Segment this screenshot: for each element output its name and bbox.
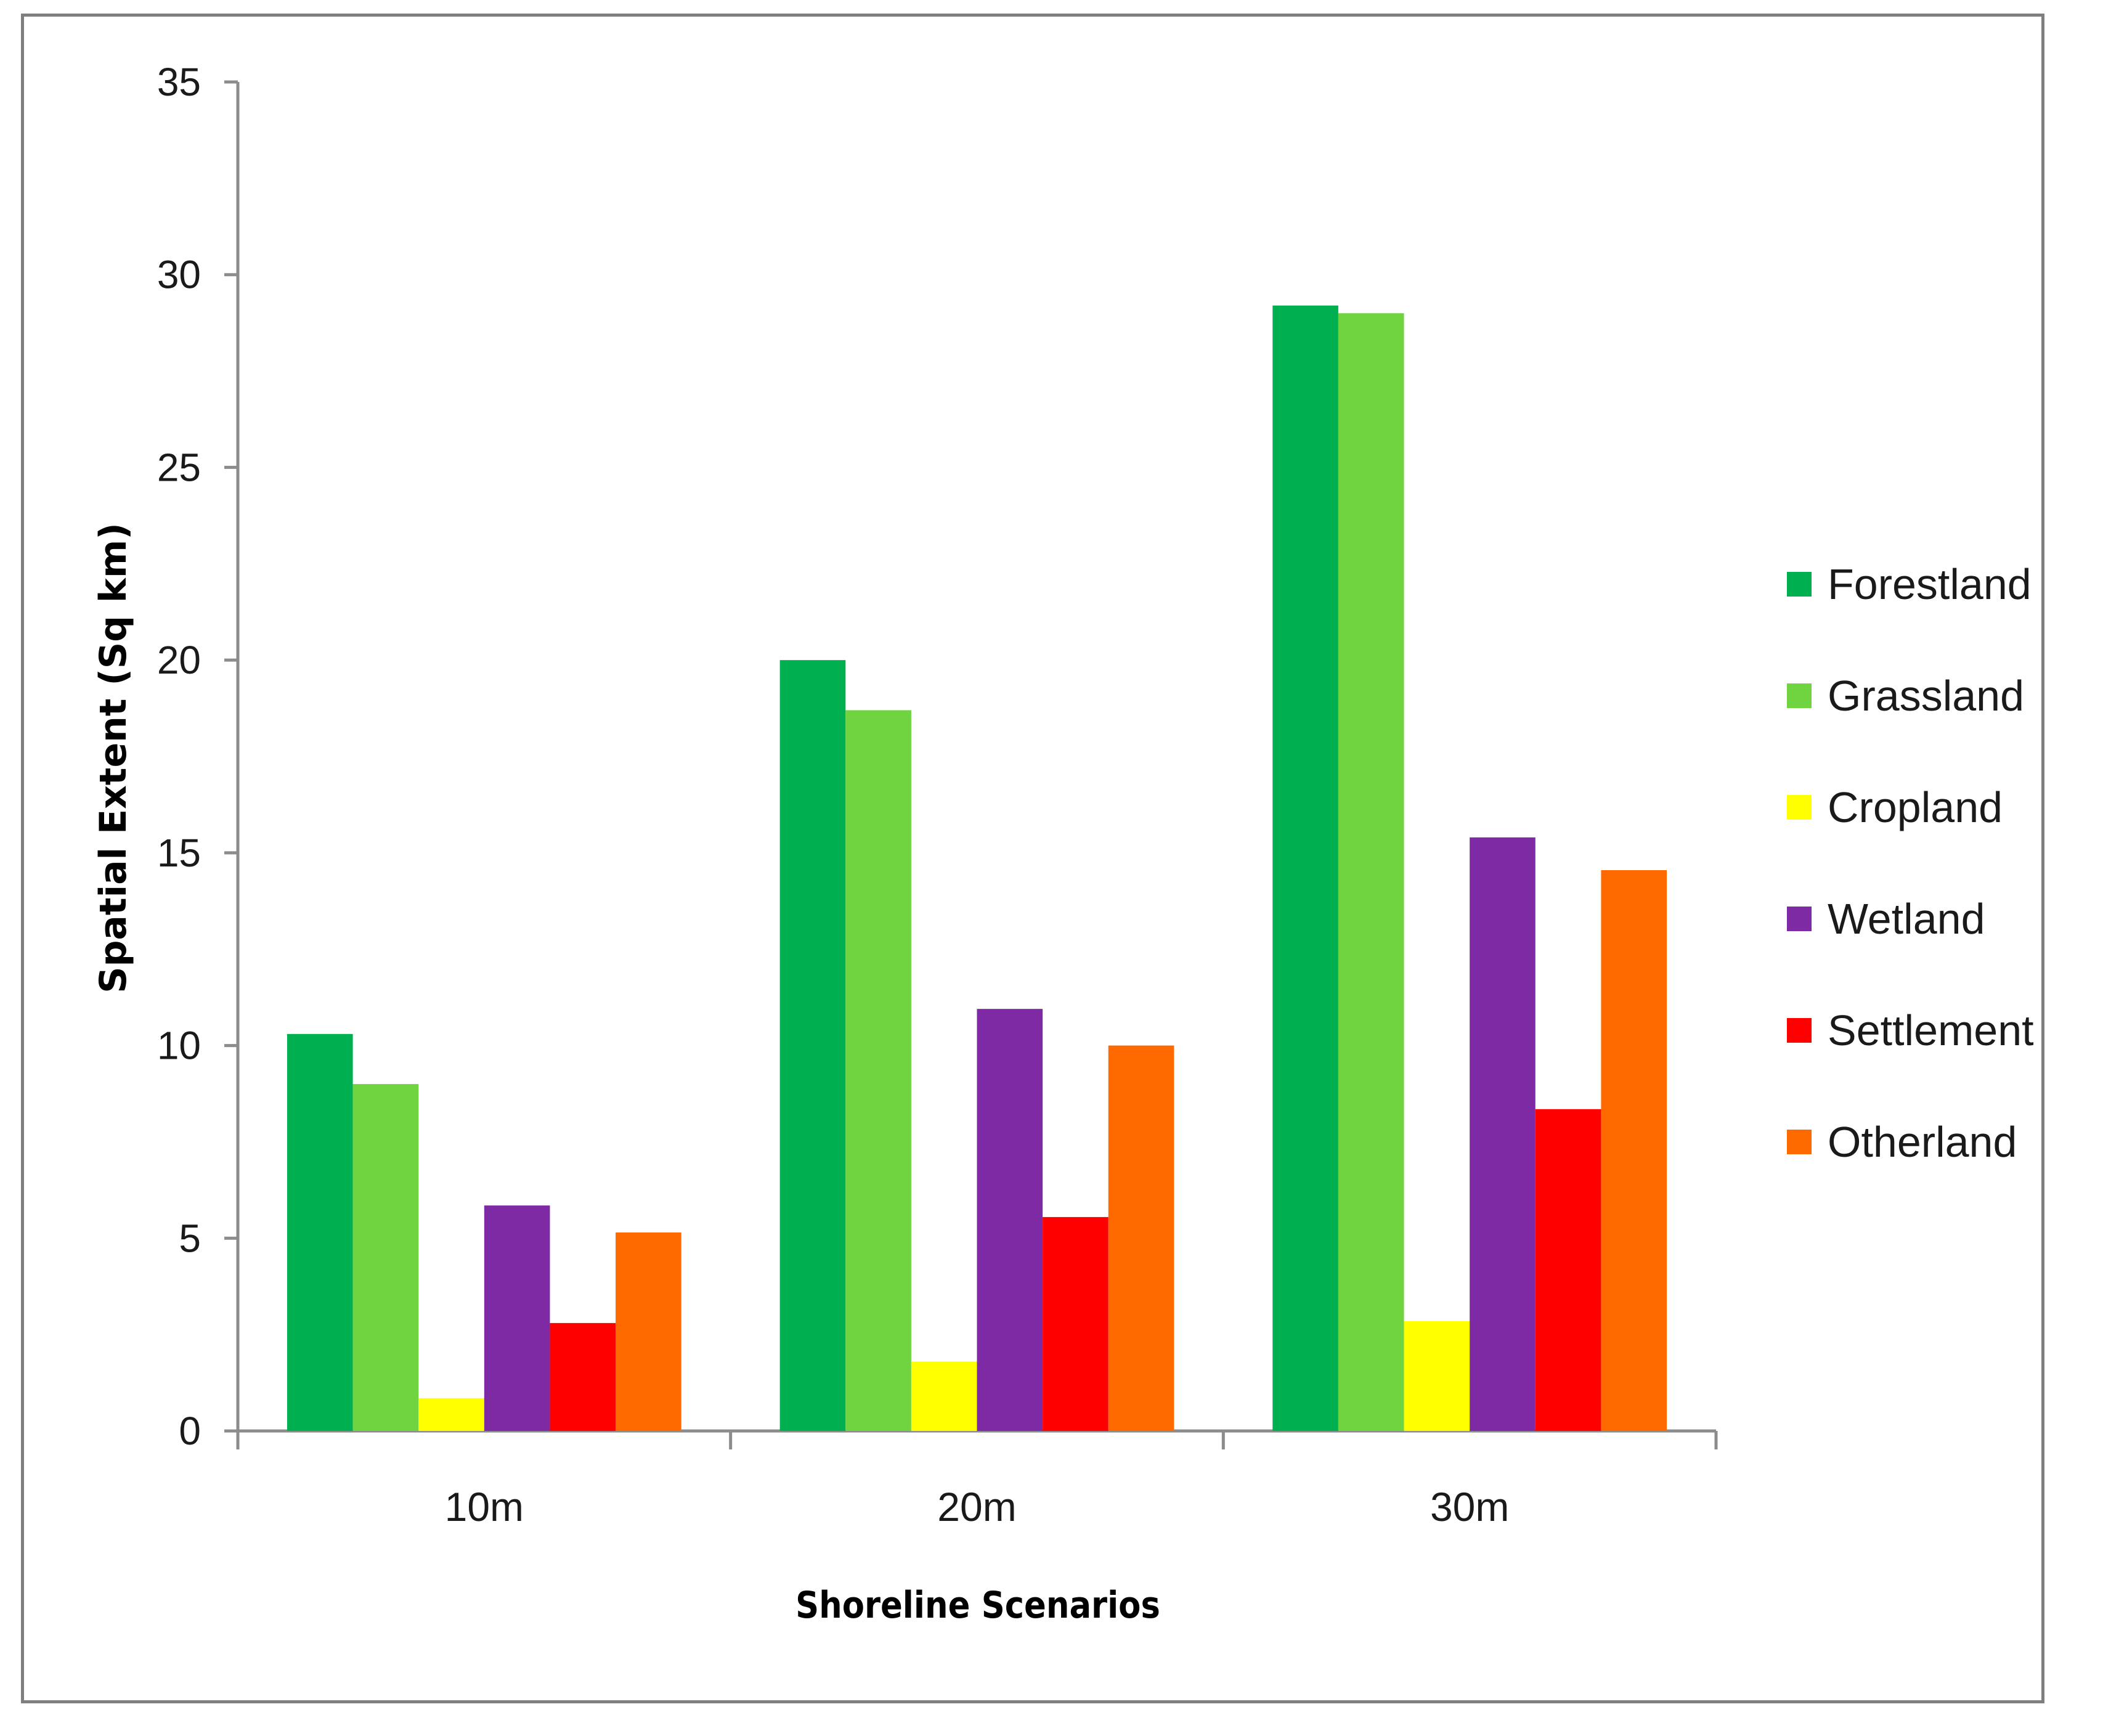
legend-label-wetland: Wetland [1828,895,1985,943]
bar-settlement-10m [550,1322,616,1431]
bar-settlement-30m [1535,1109,1601,1431]
bars [287,305,1667,1432]
y-tick-label: 20 [157,638,201,682]
y-axis-title: Spatial Extent (Sq km) [92,523,135,993]
bar-cropland-20m [911,1361,977,1431]
legend-label-settlement: Settlement [1828,1006,2034,1054]
legend-label-cropland: Cropland [1828,783,2003,831]
bar-forestland-30m [1272,305,1338,1432]
y-tick-label: 25 [157,445,201,489]
bar-otherland-10m [616,1232,681,1431]
legend-label-forestland: Forestland [1828,560,2032,608]
x-axis: 10m 20m 30m [236,1429,1718,1530]
legend: Forestland Grassland Cropland Wetland Settle… [1787,560,2034,1166]
bar-cropland-30m [1404,1321,1470,1431]
y-tick-label: 0 [179,1409,201,1453]
bar-otherland-30m [1601,870,1667,1431]
bar-otherland-20m [1108,1045,1174,1431]
legend-swatch-grassland [1787,683,1812,708]
bar-wetland-10m [484,1205,550,1431]
x-axis-title: Shoreline Scenarios [795,1584,1160,1627]
y-tick-label: 15 [157,831,201,875]
y-axis: 0 5 10 15 20 25 30 35 [157,60,240,1453]
bar-wetland-20m [977,1009,1043,1431]
y-tick-label: 30 [157,253,201,297]
y-tick-label: 10 [157,1024,201,1068]
bar-grassland-10m [352,1084,419,1431]
legend-label-grassland: Grassland [1828,672,2024,720]
legend-swatch-settlement [1787,1018,1812,1043]
bar-forestland-10m [287,1033,353,1431]
legend-swatch-otherland [1787,1130,1812,1154]
x-tick-label: 30m [1430,1484,1509,1530]
bar-forestland-20m [779,660,846,1431]
y-tick-label: 5 [179,1216,201,1260]
legend-swatch-forestland [1787,572,1812,597]
legend-swatch-cropland [1787,795,1812,820]
x-tick-label: 10m [445,1484,524,1530]
bar-cropland-10m [418,1398,484,1431]
x-tick-label: 20m [937,1484,1016,1530]
bar-grassland-30m [1338,313,1404,1432]
legend-label-otherland: Otherland [1828,1118,2017,1166]
bar-grassland-20m [845,710,911,1431]
bar-settlement-20m [1043,1216,1108,1431]
bar-wetland-30m [1470,837,1536,1431]
y-tick-label: 35 [157,60,201,104]
legend-swatch-wetland [1787,907,1812,931]
